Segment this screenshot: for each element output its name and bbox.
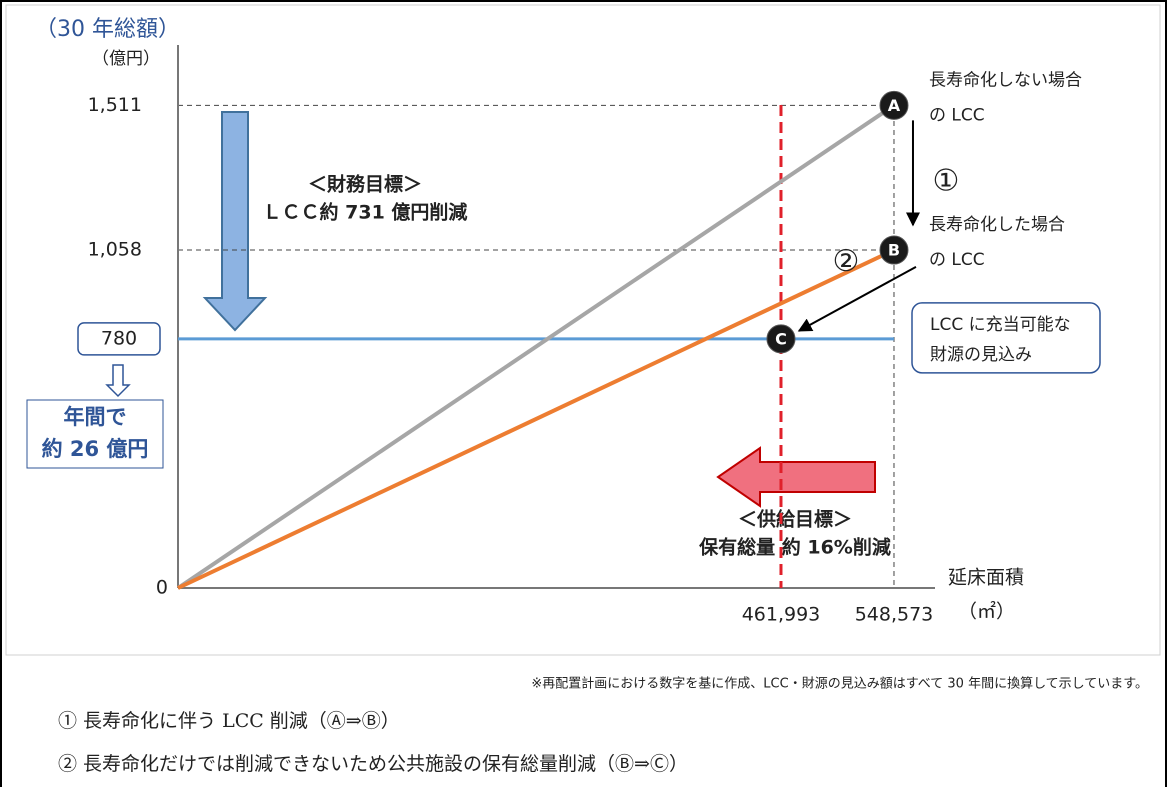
x-label: 延床面積 (948, 567, 1024, 589)
step-label: ① (933, 164, 960, 199)
series-label: の LCC (929, 105, 985, 125)
annual-box (26, 399, 164, 469)
y-tick-label: 0 (156, 577, 168, 599)
series-line (177, 248, 895, 590)
step-label: ② (833, 244, 860, 279)
y-tick-label: 1,058 (88, 239, 142, 261)
budget-note: 財源の見込み (930, 345, 1032, 365)
y-tick-label: 1,511 (88, 94, 142, 116)
footnote: ※再配置計画における数字を基に作成、LCC・財源の見込み額はすべて 30 年間に… (531, 676, 1148, 692)
point-label: A (888, 96, 901, 115)
annual-text: 年間で (64, 405, 127, 429)
supply-arrow (716, 446, 876, 508)
point-label: C (775, 329, 787, 348)
note: ② 長寿命化だけでは削減できないため公共施設の保有総量削減（Ⓑ⇒Ⓒ） (58, 753, 688, 775)
step-arrow (797, 265, 917, 332)
supply-text: 保有総量 約 16%削減 (698, 536, 891, 559)
x-tick-label: 461,993 (742, 604, 821, 626)
annual-text: 約 26 億円 (42, 437, 149, 461)
finance-title: ＜財務目標＞ (308, 173, 422, 196)
budget-label: 780 (101, 327, 137, 349)
point-marker (879, 90, 909, 120)
note: ① 長寿命化に伴う LCC 削減（Ⓐ⇒Ⓑ） (58, 710, 400, 732)
hollow-arrow (105, 364, 131, 398)
point-marker (879, 235, 909, 265)
series-label: 長寿命化しない場合 (929, 70, 1082, 90)
supply-title: ＜供給目標＞ (738, 508, 852, 531)
x-unit: （㎡） (958, 600, 1015, 623)
x-tick-label: 548,573 (855, 604, 934, 626)
point-marker (766, 324, 796, 354)
y-unit: （億円） (92, 49, 160, 69)
budget-note-box (911, 302, 1101, 374)
finance-text: ＬＣＣ約 731 億円削減 (263, 201, 468, 224)
finance-arrow (202, 111, 268, 332)
chart-frame (5, 4, 1161, 656)
series-label: 長寿命化した場合 (929, 215, 1065, 235)
series-label: の LCC (929, 250, 985, 270)
chart-title: （30 年総額） (35, 17, 180, 42)
point-label: B (888, 241, 900, 260)
budget-note: LCC に充当可能な (930, 315, 1071, 335)
budget-box (77, 322, 161, 356)
series-line (176, 103, 896, 590)
